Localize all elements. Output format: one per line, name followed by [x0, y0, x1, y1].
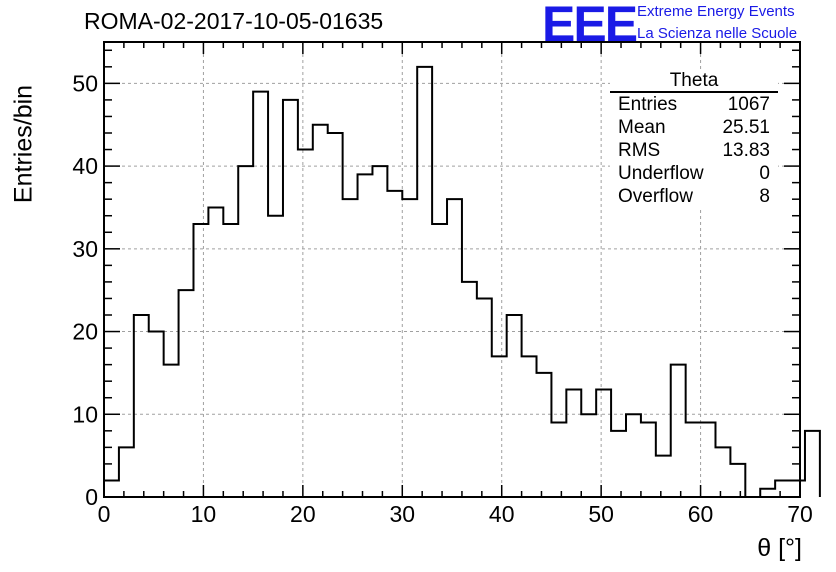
y-tick-label: 30 — [72, 236, 98, 262]
y-tick-label: 10 — [72, 401, 98, 427]
histogram-bin — [343, 199, 358, 497]
stats-row-entries: Entries 1067 — [610, 93, 778, 116]
histogram-bin — [686, 423, 701, 497]
histogram-bin — [149, 332, 164, 497]
stats-value: 0 — [759, 163, 770, 184]
x-tick-label: 10 — [191, 501, 217, 527]
histogram-bin — [208, 207, 223, 497]
histogram-bin — [641, 423, 656, 497]
y-tick-label: 40 — [72, 153, 98, 179]
histogram-bin — [164, 365, 179, 497]
histogram-bin — [268, 216, 283, 497]
histogram-bin — [193, 224, 208, 497]
stats-value: 8 — [759, 186, 770, 207]
histogram-bin — [730, 464, 745, 497]
x-tick-label: 50 — [588, 501, 614, 527]
histogram-bin — [328, 133, 343, 497]
histogram-bin — [537, 373, 552, 497]
histogram-bin — [432, 224, 447, 497]
histogram-bin — [462, 282, 477, 497]
stats-box: Theta Entries 1067 Mean 25.51 RMS 13.83 … — [610, 71, 778, 208]
histogram-bin — [596, 389, 611, 497]
histogram-bin — [701, 423, 716, 497]
y-axis-label: Entries/bin — [9, 84, 38, 204]
x-tick-label: 60 — [688, 501, 714, 527]
histogram-bin — [402, 199, 417, 497]
x-tick-label: 40 — [489, 501, 515, 527]
plot-frame — [103, 41, 801, 498]
histogram-bin — [447, 199, 462, 497]
stats-label: Entries — [618, 94, 678, 115]
histogram-bin — [566, 389, 581, 497]
histogram-bin — [760, 489, 775, 497]
histogram-bin — [477, 298, 492, 497]
histogram-bin — [790, 480, 805, 497]
histogram-bin — [134, 315, 149, 497]
y-axis-label-box: Entries/bin — [0, 85, 54, 203]
histogram-bin — [387, 191, 402, 497]
logo-subtitle-line2: La Scienza nelle Scuole — [637, 25, 798, 42]
histogram-bin — [581, 414, 596, 497]
stats-label: Mean — [618, 117, 666, 138]
histogram-bin — [805, 431, 820, 497]
y-tick-label: 50 — [72, 70, 98, 96]
histogram-bin — [253, 92, 268, 497]
histogram-bin — [626, 414, 641, 497]
y-tick-label: 0 — [85, 484, 98, 510]
stats-value: 1067 — [727, 94, 770, 115]
stats-label: RMS — [618, 140, 661, 161]
stats-row-overflow: Overflow 8 — [610, 185, 778, 208]
histogram-bin — [715, 447, 730, 497]
histogram-bin — [283, 100, 298, 497]
histogram-bin — [119, 447, 134, 497]
x-tick-label: 30 — [389, 501, 415, 527]
histogram-bin — [223, 224, 238, 497]
stats-title: Theta — [610, 71, 778, 93]
histogram-bin — [238, 166, 253, 497]
x-tick-label: 0 — [98, 501, 111, 527]
histogram-series — [103, 65, 821, 498]
y-tick-label: 20 — [72, 319, 98, 345]
stats-value: 25.51 — [722, 117, 770, 138]
histogram-bin — [507, 315, 522, 497]
histogram-bin — [298, 150, 313, 497]
histogram-bin — [611, 431, 626, 497]
histogram-bin — [492, 356, 507, 497]
logo-subtitle-line1: Extreme Energy Events — [637, 3, 795, 20]
histogram-bin — [417, 67, 432, 497]
stats-value: 13.83 — [722, 140, 770, 161]
x-axis-label: θ [°] — [757, 534, 802, 562]
x-tick-label: 20 — [290, 501, 316, 527]
histogram-bin — [313, 125, 328, 497]
histogram-bin — [656, 456, 671, 497]
eee-logo: EEE — [542, 0, 638, 52]
histogram-bin — [522, 356, 537, 497]
stats-row-rms: RMS 13.83 — [610, 139, 778, 162]
histogram-bin — [551, 423, 566, 497]
run-title: ROMA-02-2017-10-05-01635 — [84, 8, 384, 34]
histogram-bin — [775, 480, 790, 497]
histogram-bin — [104, 480, 119, 497]
stats-row-underflow: Underflow 0 — [610, 162, 778, 185]
stats-label: Overflow — [618, 186, 693, 207]
x-tick-label: 70 — [787, 501, 813, 527]
stats-row-mean: Mean 25.51 — [610, 116, 778, 139]
stats-label: Underflow — [618, 163, 704, 184]
histogram-bin — [372, 166, 387, 497]
histogram-bin — [358, 174, 373, 497]
histogram-bin — [179, 290, 194, 497]
histogram-bin — [671, 365, 686, 497]
